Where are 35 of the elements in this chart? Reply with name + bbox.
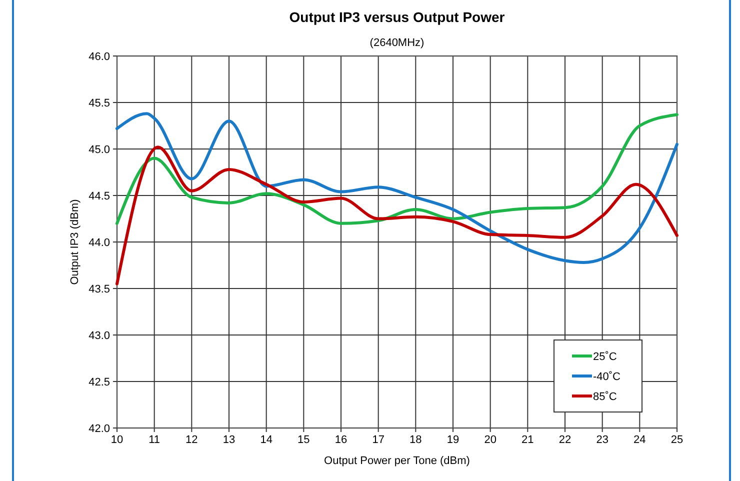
x-tick-label: 23 [596, 434, 608, 446]
x-tick-label: 18 [410, 434, 422, 446]
x-tick-label: 15 [298, 434, 310, 446]
x-tick-label: 14 [260, 434, 272, 446]
x-tick-label: 19 [446, 434, 460, 446]
x-tick-label: 13 [222, 434, 236, 446]
y-tick-label: 44.0 [88, 237, 110, 249]
chart-title: Output IP3 versus Output Power [289, 9, 506, 25]
x-tick-label: 22 [558, 434, 572, 446]
x-tick-label: 12 [186, 434, 198, 446]
legend-label: -40˚C [593, 371, 621, 383]
x-tick-label: 11 [148, 434, 160, 446]
legend-label: 85˚C [593, 391, 617, 403]
y-tick-label: 43.0 [88, 330, 110, 342]
x-tick-label: 21 [522, 434, 534, 446]
line-series [116, 146, 678, 286]
x-tick-label: 17 [372, 434, 384, 446]
line-series [116, 112, 678, 264]
x-axis-title: Output Power per Tone (dBm) [324, 455, 470, 467]
chart-subtitle: (2640MHz) [370, 37, 424, 49]
y-axis-title: Output IP3 (dBm) [69, 199, 81, 285]
y-tick-label: 45.0 [88, 144, 110, 156]
y-tick-label: 44.5 [88, 190, 110, 202]
y-tick-label: 46.0 [88, 51, 110, 63]
x-tick-label: 10 [110, 434, 124, 446]
y-tick-label: 43.5 [88, 284, 110, 296]
x-tick-label: 16 [334, 434, 348, 446]
y-tick-label: 45.5 [88, 98, 110, 110]
line-series [116, 113, 678, 225]
y-tick-label: 42.5 [88, 376, 110, 388]
x-tick-label: 25 [670, 434, 684, 446]
y-tick-label: 42.0 [88, 423, 110, 435]
x-tick-label: 20 [484, 434, 496, 446]
legend-label: 25˚C [593, 351, 617, 363]
x-tick-label: 24 [634, 434, 646, 446]
